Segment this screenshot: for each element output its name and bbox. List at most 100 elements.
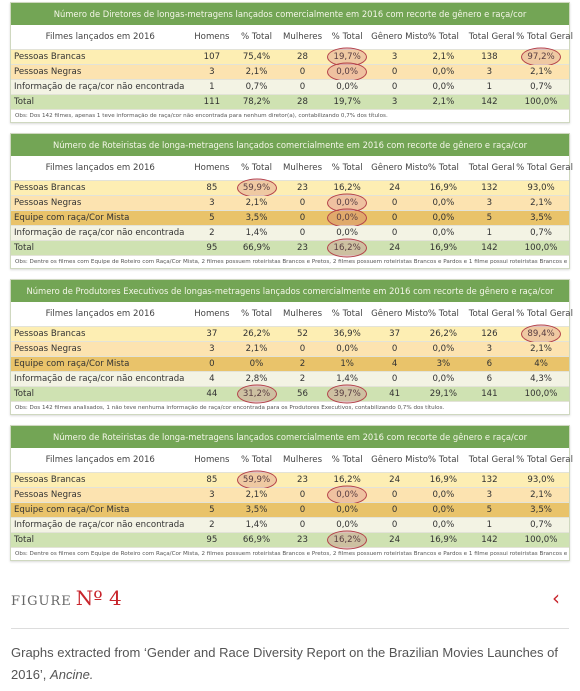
- cell: 16,2%: [326, 240, 369, 256]
- header-cell: Filmes lançados em 2016: [11, 156, 190, 181]
- cell: 3: [189, 341, 235, 357]
- cell: 2,1%: [513, 64, 569, 80]
- cell: 19,7%: [326, 94, 369, 110]
- row-label: Informação de raça/cor não encontrada: [11, 517, 190, 533]
- cell: 16,9%: [421, 240, 466, 256]
- cell: 0: [368, 487, 422, 503]
- row-label: Pessoas Negras: [11, 487, 190, 503]
- header-row: Filmes lançados em 2016 Homens% Total Mulh…: [11, 156, 573, 181]
- cell: 0,0%: [421, 371, 466, 387]
- cell: 3,5%: [513, 210, 569, 226]
- row-label: Total: [11, 240, 190, 256]
- header-cell: Filmes lançados em 2016: [11, 25, 190, 50]
- header-cell: Gênero Misto: [368, 302, 428, 327]
- header-cell: % Total Geral: [513, 448, 573, 473]
- header-cell: % Total: [234, 25, 279, 50]
- cell: 0,0%: [421, 517, 466, 533]
- cell: 31,2%: [234, 386, 279, 402]
- cell: 3%: [421, 356, 466, 372]
- cell: 0,7%: [234, 79, 279, 95]
- cell: 2,1%: [234, 487, 279, 503]
- cell: 1: [189, 79, 235, 95]
- cell: 44: [189, 386, 235, 402]
- cell: 78,2%: [234, 94, 279, 110]
- cell: 5: [465, 210, 514, 226]
- row-label: Equipe com raça/Cor Mista: [11, 210, 190, 226]
- cell: 0,0%: [421, 64, 466, 80]
- header-cell: % Total: [421, 25, 466, 50]
- cell: 2,1%: [234, 64, 279, 80]
- cell: 0: [368, 341, 422, 357]
- caption-source: Ancine.: [50, 667, 94, 682]
- cell: 0,0%: [326, 79, 369, 95]
- cell: 23: [278, 472, 327, 488]
- cell: 16,2%: [326, 180, 369, 196]
- cell: 2,1%: [234, 341, 279, 357]
- collapse-toggle[interactable]: ‹: [552, 586, 560, 610]
- table-title: Número de Diretores de longas-metragens …: [11, 3, 569, 25]
- table-row: Informação de raça/cor não encontrada 1 0,…: [11, 79, 569, 95]
- table-note: Obs: Dos 142 filmes, apenas 1 teve infor…: [15, 113, 388, 119]
- header-cell: Gênero Misto: [368, 448, 428, 473]
- header-cell: Mulheres: [278, 25, 327, 50]
- header-cell: % Total: [421, 302, 466, 327]
- table-row: Informação de raça/cor não encontrada 4 2,…: [11, 371, 569, 387]
- cell: 2,1%: [421, 94, 466, 110]
- cell: 3: [465, 341, 514, 357]
- cell: 3: [465, 487, 514, 503]
- cell: 85: [189, 472, 235, 488]
- cell: 0: [278, 210, 327, 226]
- table-title: Número de Produtores Executivos de longa…: [11, 280, 569, 302]
- table-row: Pessoas Brancas 37 26,2% 52 36,9% 37 26,2% 126 8…: [11, 326, 569, 342]
- header-cell: Total Geral: [465, 448, 515, 473]
- cell: 0,0%: [326, 64, 369, 80]
- cell: 142: [465, 532, 514, 548]
- cell: 0%: [234, 356, 279, 372]
- cell: 59,9%: [234, 472, 279, 488]
- header-cell: % Total: [421, 156, 466, 181]
- table-block: Número de Roteiristas de longa-metragens…: [10, 425, 573, 561]
- data-table: Filmes lançados em 2016 Homens% Total Mulh…: [11, 156, 573, 256]
- table-block: Número de Roteiristas de longa-metragens…: [10, 133, 573, 269]
- cell: 0: [368, 64, 422, 80]
- header-cell: Filmes lançados em 2016: [11, 448, 190, 473]
- table-row: Informação de raça/cor não encontrada 2 1,…: [11, 517, 569, 533]
- cell: 6: [465, 356, 514, 372]
- cell: 0: [278, 79, 327, 95]
- cell: 1: [465, 225, 514, 241]
- cell: 0: [278, 225, 327, 241]
- header-cell: Gênero Misto: [368, 25, 428, 50]
- cell: 2: [278, 356, 327, 372]
- cell: 126: [465, 326, 514, 342]
- cell: 26,2%: [421, 326, 466, 342]
- table-row: Total 95 66,9% 23 16,2% 24 16,9% 142 100,0%: [11, 240, 569, 256]
- table-row: Pessoas Brancas 85 59,9% 23 16,2% 24 16,9% 132 9…: [11, 472, 569, 488]
- cell: 28: [278, 94, 327, 110]
- cell: 1: [465, 517, 514, 533]
- cell: 59,9%: [234, 180, 279, 196]
- caption: Graphs extracted from ‘Gender and Race D…: [11, 642, 571, 686]
- cell: 100,0%: [513, 240, 569, 256]
- cell: 23: [278, 180, 327, 196]
- table-row: Pessoas Brancas 107 75,4% 28 19,7% 3 2,1% 138 97…: [11, 49, 569, 65]
- table-row: Equipe com raça/Cor Mista 0 0% 2 1% 4 3% 6 4%: [11, 356, 569, 372]
- cell: 0: [368, 195, 422, 211]
- row-label: Pessoas Negras: [11, 64, 190, 80]
- cell: 41: [368, 386, 422, 402]
- table-block: Número de Diretores de longas-metragens …: [10, 2, 573, 123]
- cell: 3: [465, 195, 514, 211]
- cell: 0: [368, 502, 422, 518]
- cell: 3: [368, 49, 422, 65]
- cell: 4%: [513, 356, 569, 372]
- row-label: Pessoas Brancas: [11, 49, 190, 65]
- cell: 16,2%: [326, 472, 369, 488]
- table-title: Número de Roteiristas de longa-metragens…: [11, 134, 569, 156]
- cell: 26,2%: [234, 326, 279, 342]
- cell: 132: [465, 180, 514, 196]
- header-cell: Total Geral: [465, 302, 515, 327]
- cell: 0: [278, 502, 327, 518]
- cell: 24: [368, 532, 422, 548]
- header-cell: Total Geral: [465, 25, 515, 50]
- cell: 3,5%: [234, 210, 279, 226]
- row-label: Pessoas Negras: [11, 195, 190, 211]
